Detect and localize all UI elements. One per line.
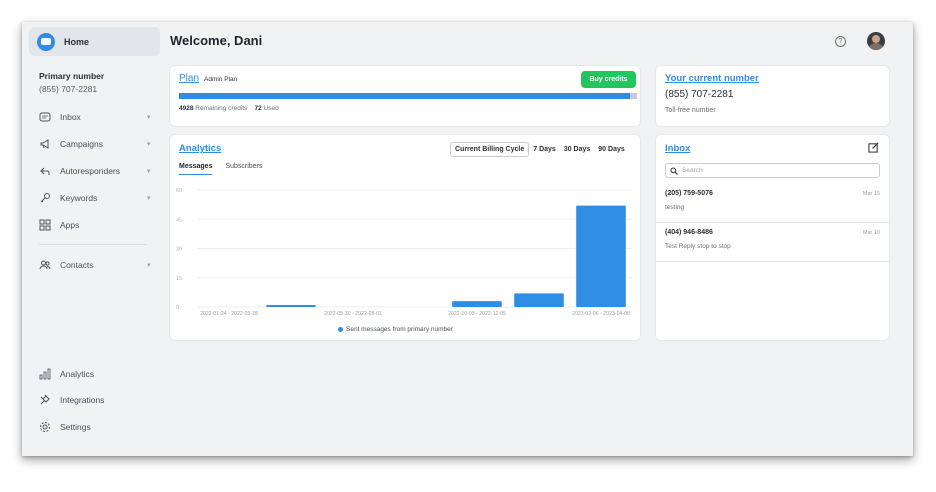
y-tick-label: 15 bbox=[176, 276, 182, 282]
bar bbox=[266, 305, 316, 307]
credits-progress-fill bbox=[179, 93, 631, 99]
sidebar-item-home[interactable]: Home bbox=[29, 27, 160, 56]
legend-label: Sent messages from primary number bbox=[346, 326, 453, 333]
sidebar-item-campaigns[interactable]: Campaigns ▾ bbox=[39, 138, 151, 150]
legend-swatch bbox=[338, 327, 343, 332]
tab-subscribers[interactable]: Subscribers bbox=[225, 163, 263, 170]
bar-chart-icon bbox=[39, 368, 51, 380]
plan-title-link[interactable]: Plan bbox=[179, 73, 200, 84]
y-tick-label: 30 bbox=[176, 247, 182, 253]
primary-number-title: Primary number bbox=[39, 71, 105, 81]
bar bbox=[514, 293, 564, 307]
conversation-item[interactable]: (404) 946-8486 Mar 10 Test Reply stop to… bbox=[656, 224, 889, 262]
sidebar-item-label: Analytics bbox=[60, 369, 95, 379]
sidebar-item-inbox[interactable]: Inbox ▾ bbox=[39, 111, 151, 123]
inbox-icon bbox=[39, 112, 51, 122]
conversation-preview: Test Reply stop to stop bbox=[665, 243, 731, 250]
chevron-down-icon: ▾ bbox=[147, 141, 151, 148]
used-credits-label: Used bbox=[263, 105, 279, 112]
megaphone-icon bbox=[40, 139, 49, 149]
plan-name: Admin Plan bbox=[204, 76, 238, 83]
conversation-preview: testing bbox=[665, 204, 685, 211]
help-icon[interactable]: ? bbox=[835, 36, 846, 47]
apps-grid-icon bbox=[39, 219, 51, 231]
credits-summary: 4928 Remaining credits 72 Used bbox=[179, 105, 279, 112]
primary-number-value: (855) 707-2281 bbox=[39, 84, 98, 94]
sidebar-item-label: Settings bbox=[60, 422, 91, 432]
gear-icon bbox=[40, 422, 50, 432]
y-tick-label: 45 bbox=[176, 217, 182, 223]
chevron-down-icon: ▾ bbox=[147, 168, 151, 175]
x-tick-label: 2022-10-03 - 2022-12-05 bbox=[448, 311, 506, 317]
range-option-90-days[interactable]: 90 Days bbox=[598, 146, 625, 153]
conversation-item[interactable]: (205) 759-5076 Mar 15 testing bbox=[656, 185, 889, 223]
analytics-title-link[interactable]: Analytics bbox=[179, 143, 222, 154]
avatar[interactable] bbox=[867, 32, 885, 50]
sidebar-item-label: Apps bbox=[60, 220, 80, 230]
search-input[interactable] bbox=[682, 167, 862, 174]
x-tick-label: 2022-05-30 - 2022-08-01 bbox=[324, 311, 382, 317]
page-title: Welcome, Dani bbox=[170, 33, 263, 48]
inbox-title-link[interactable]: Inbox bbox=[665, 143, 691, 154]
sidebar-item-label: Contacts bbox=[60, 260, 94, 270]
sidebar-item-keywords[interactable]: Keywords ▾ bbox=[39, 192, 151, 204]
reply-icon bbox=[40, 167, 50, 175]
y-tick-label: 60 bbox=[176, 188, 182, 194]
x-tick-label: 2023-02-06 - 2023-04-08 bbox=[572, 311, 630, 317]
compose-icon[interactable] bbox=[868, 142, 879, 153]
bar bbox=[452, 301, 502, 307]
sidebar-divider bbox=[39, 244, 147, 245]
chevron-down-icon: ▾ bbox=[147, 262, 151, 269]
current-number-title-link[interactable]: Your current number bbox=[665, 73, 759, 84]
conversation-number: (404) 946-8486 bbox=[665, 229, 713, 236]
sidebar-item-label: Inbox bbox=[60, 112, 81, 122]
current-number-card: Your current number (855) 707-2281 Toll-… bbox=[656, 66, 889, 126]
conversation-date: Mar 15 bbox=[862, 191, 880, 197]
current-number-type: Toll-free number bbox=[665, 107, 716, 114]
messages-bar-chart: 0 15 30 45 60 2022-01-24 - 2022-03-28 2022-05-… bbox=[176, 188, 632, 317]
remaining-credits-value: 4928 bbox=[179, 105, 194, 112]
sidebar-item-autoresponders[interactable]: Autoresponders ▾ bbox=[39, 165, 151, 177]
inbox-search[interactable] bbox=[665, 163, 880, 178]
sidebar-item-contacts[interactable]: Contacts ▾ bbox=[39, 259, 151, 271]
chevron-down-icon: ▾ bbox=[147, 114, 151, 121]
remaining-credits-label: Remaining credits bbox=[195, 105, 248, 112]
plug-icon bbox=[40, 394, 50, 405]
chevron-down-icon: ▾ bbox=[147, 195, 151, 202]
contacts-icon bbox=[39, 260, 51, 270]
conversation-number: (205) 759-5076 bbox=[665, 190, 713, 197]
sidebar: Home Primary number (855) 707-2281 Inbox… bbox=[22, 22, 162, 456]
bar bbox=[576, 205, 626, 307]
plan-card: Plan Admin Plan Buy credits 4928 Remaini… bbox=[170, 66, 640, 126]
credits-progress-bar bbox=[179, 93, 637, 99]
search-icon bbox=[670, 167, 678, 175]
sidebar-item-label: Campaigns bbox=[60, 139, 103, 149]
range-option-7-days[interactable]: 7 Days bbox=[533, 146, 556, 153]
sidebar-item-label: Keywords bbox=[60, 193, 98, 203]
tab-messages[interactable]: Messages bbox=[179, 163, 213, 175]
conversation-date: Mar 10 bbox=[862, 230, 880, 236]
x-tick-label: 2022-01-24 - 2022-03-28 bbox=[200, 311, 258, 317]
range-option-30-days[interactable]: 30 Days bbox=[563, 146, 591, 153]
sidebar-item-label: Integrations bbox=[60, 395, 105, 405]
app-window: Home Primary number (855) 707-2281 Inbox… bbox=[22, 22, 913, 456]
analytics-tabs: Messages Subscribers bbox=[179, 163, 275, 175]
buy-credits-button[interactable]: Buy credits bbox=[581, 71, 636, 88]
chart-legend: Sent messages from primary number bbox=[338, 326, 453, 333]
analytics-card: Analytics Current Billing Cycle 7 Days 3… bbox=[170, 135, 640, 340]
used-credits-value: 72 bbox=[254, 105, 262, 112]
sidebar-item-label: Home bbox=[64, 36, 90, 47]
range-selector: Current Billing Cycle 7 Days 30 Days 90 … bbox=[450, 142, 629, 157]
app-logo-icon bbox=[37, 32, 55, 51]
sidebar-item-label: Autoresponders bbox=[60, 166, 121, 176]
y-tick-label: 0 bbox=[176, 305, 179, 311]
inbox-card: Inbox (205) 759-5076 Mar 15 testing (404… bbox=[656, 135, 889, 340]
sidebar-item-analytics[interactable]: Analytics bbox=[39, 368, 149, 380]
range-option-current-billing-cycle[interactable]: Current Billing Cycle bbox=[450, 142, 530, 157]
sidebar-item-integrations[interactable]: Integrations bbox=[39, 394, 149, 406]
current-number-value: (855) 707-2281 bbox=[665, 89, 734, 100]
sidebar-item-apps[interactable]: Apps bbox=[39, 219, 149, 231]
key-icon bbox=[40, 193, 50, 203]
sidebar-item-settings[interactable]: Settings bbox=[39, 421, 149, 433]
